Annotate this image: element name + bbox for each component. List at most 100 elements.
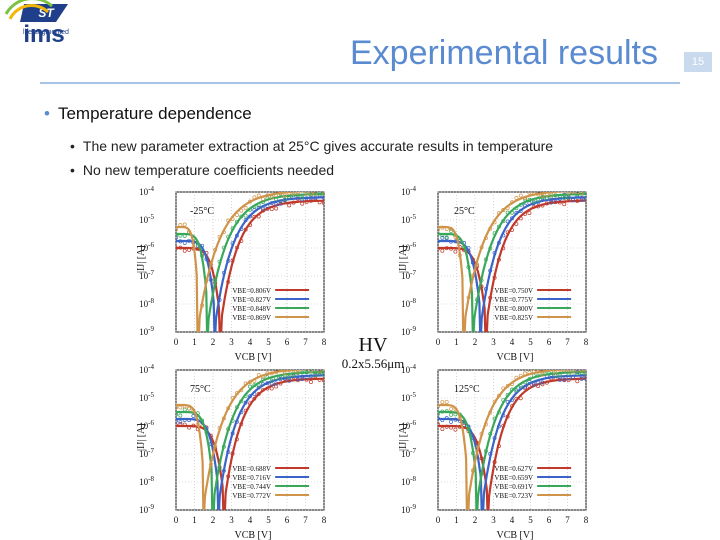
data-point xyxy=(479,456,484,461)
data-point xyxy=(239,410,244,415)
data-point xyxy=(514,396,519,401)
curve-group xyxy=(176,370,324,510)
data-point xyxy=(274,381,279,386)
data-point xyxy=(291,373,296,378)
data-point xyxy=(518,396,523,401)
temperature-label: 25°C xyxy=(454,206,475,217)
data-point xyxy=(265,371,270,376)
data-point xyxy=(466,295,471,300)
data-point xyxy=(178,233,183,238)
y-tick-label: 10-4 xyxy=(139,363,154,375)
data-point xyxy=(566,372,571,376)
data-point xyxy=(282,376,287,381)
data-point xyxy=(176,235,178,240)
data-point xyxy=(501,398,506,402)
data-point xyxy=(274,375,279,380)
data-point xyxy=(261,375,266,380)
data-point xyxy=(278,201,283,206)
data-point xyxy=(575,379,580,384)
data-point xyxy=(256,203,261,208)
x-axis-label: VCB [V] xyxy=(234,530,271,540)
data-point xyxy=(505,206,510,211)
data-point xyxy=(549,194,554,199)
data-point xyxy=(313,192,318,194)
data-point xyxy=(176,423,178,428)
data-point xyxy=(540,203,545,208)
data-point xyxy=(523,371,528,376)
data-point xyxy=(261,206,266,211)
data-point xyxy=(187,247,192,252)
data-point xyxy=(217,259,222,264)
data-point xyxy=(278,376,283,381)
y-tick-label: 10-7 xyxy=(401,269,416,281)
x-tick-label: 2 xyxy=(473,515,478,525)
data-point xyxy=(217,466,222,471)
data-point xyxy=(308,192,313,196)
data-point xyxy=(449,425,454,430)
data-point xyxy=(274,197,279,202)
data-point xyxy=(243,218,248,223)
data-point xyxy=(496,444,501,449)
data-point xyxy=(265,381,270,386)
x-tick-label: 8 xyxy=(584,337,589,347)
data-point xyxy=(200,303,205,308)
data-point xyxy=(322,370,324,371)
data-point xyxy=(208,462,213,467)
data-point xyxy=(438,246,440,251)
y-tick-label: 10-8 xyxy=(401,475,416,487)
data-point xyxy=(514,206,519,211)
x-tick-label: 4 xyxy=(510,337,515,347)
data-point xyxy=(566,378,571,383)
data-point xyxy=(553,370,558,375)
data-point xyxy=(176,405,178,410)
data-point xyxy=(234,405,239,410)
data-point xyxy=(221,468,226,473)
data-point xyxy=(248,401,252,406)
data-point xyxy=(540,194,545,199)
data-point xyxy=(178,245,183,250)
data-point xyxy=(501,219,506,224)
data-point xyxy=(221,230,226,235)
data-point xyxy=(274,370,279,375)
data-point xyxy=(514,389,519,394)
data-point xyxy=(313,192,318,197)
data-point xyxy=(514,375,519,380)
data-point xyxy=(550,365,553,368)
data-point xyxy=(239,238,244,243)
data-point xyxy=(531,192,536,195)
x-tick-label: 1 xyxy=(454,515,459,525)
y-axis-label: |IJ| [A] xyxy=(398,245,409,273)
data-point xyxy=(479,278,484,283)
data-point xyxy=(518,209,523,213)
data-point xyxy=(256,383,261,388)
data-point xyxy=(176,412,178,417)
x-tick-label: 5 xyxy=(528,515,533,525)
data-point xyxy=(282,193,287,198)
data-point xyxy=(252,379,257,383)
data-point xyxy=(278,375,283,380)
x-tick-label: 7 xyxy=(565,515,570,525)
data-point xyxy=(208,261,213,266)
data-point xyxy=(438,404,440,409)
data-point xyxy=(265,204,270,209)
data-point xyxy=(313,373,318,378)
series-line xyxy=(438,192,577,332)
data-point xyxy=(304,192,309,194)
data-point xyxy=(304,370,309,375)
data-point xyxy=(274,202,279,207)
data-point xyxy=(470,260,475,265)
x-tick-label: 2 xyxy=(211,515,216,525)
data-point xyxy=(182,240,187,245)
data-point xyxy=(514,195,519,200)
data-point xyxy=(252,396,257,401)
y-axis-label: |IJ| [A] xyxy=(136,423,147,451)
data-point xyxy=(570,375,575,380)
data-point xyxy=(514,210,519,215)
data-point xyxy=(234,437,239,442)
data-point xyxy=(505,219,510,224)
data-point xyxy=(457,253,462,258)
data-point xyxy=(440,248,445,253)
data-point xyxy=(488,451,493,456)
data-point xyxy=(317,371,322,376)
